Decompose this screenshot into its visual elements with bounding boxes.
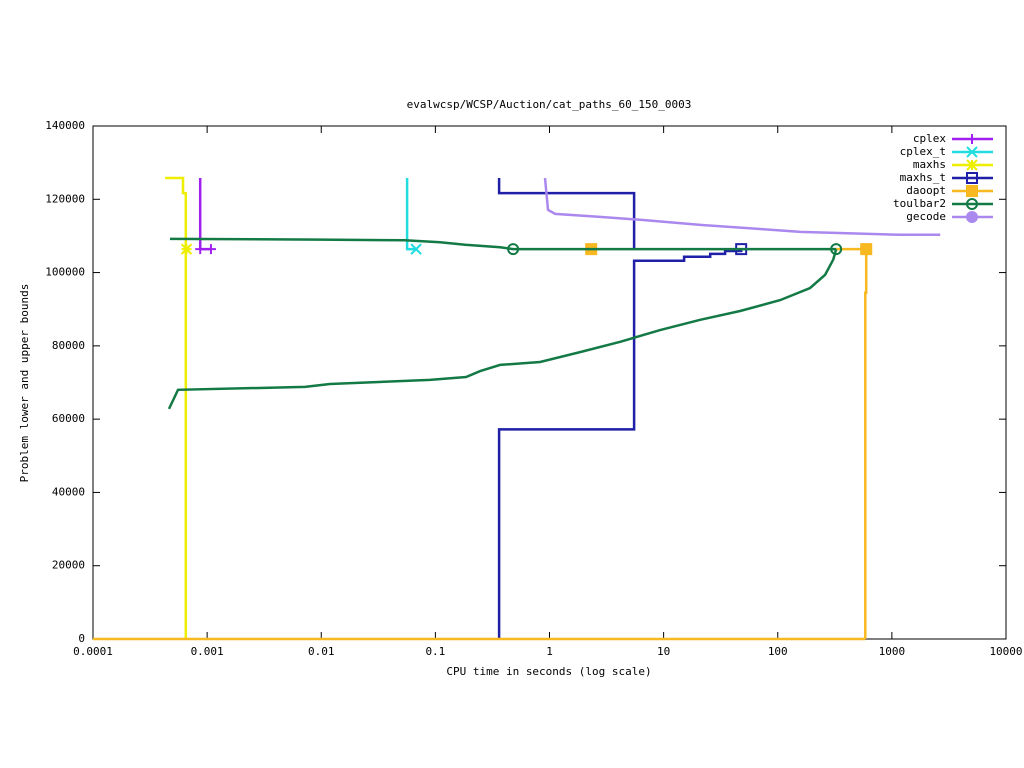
marker xyxy=(966,211,978,223)
marker xyxy=(967,134,977,144)
y-tick-label: 120000 xyxy=(45,192,85,205)
y-tick-label: 100000 xyxy=(45,266,85,279)
y-tick-label: 80000 xyxy=(52,339,85,352)
x-axis-label: CPU time in seconds (log scale) xyxy=(446,665,651,678)
y-tick-label: 140000 xyxy=(45,119,85,132)
x-tick-label: 0.01 xyxy=(308,645,335,658)
x-tick-label: 1000 xyxy=(879,645,906,658)
y-tick-label: 20000 xyxy=(52,559,85,572)
x-tick-label: 10 xyxy=(657,645,670,658)
series-line xyxy=(405,178,417,251)
chart-title: evalwcsp/WCSP/Auction/cat_paths_60_150_0… xyxy=(407,98,692,111)
legend-label: maxhs_t xyxy=(900,171,946,184)
marker xyxy=(966,185,978,197)
marker xyxy=(507,243,520,256)
series-line xyxy=(93,247,868,641)
marker xyxy=(966,146,978,158)
series-line xyxy=(165,176,188,639)
marker xyxy=(966,172,978,184)
legend-label: maxhs xyxy=(913,158,946,171)
x-tick-label: 0.001 xyxy=(191,645,224,658)
marker xyxy=(195,244,206,255)
x-tick-label: 0.0001 xyxy=(73,645,113,658)
x-tick-label: 100 xyxy=(768,645,788,658)
marker xyxy=(966,159,978,171)
y-tick-label: 0 xyxy=(78,632,85,645)
y-tick-label: 40000 xyxy=(52,485,85,498)
marker xyxy=(966,198,978,210)
marker xyxy=(860,243,873,256)
legend-label: cplex_t xyxy=(900,145,946,158)
legend-label: cplex xyxy=(913,132,946,145)
x-tick-label: 10000 xyxy=(989,645,1022,658)
y-tick-label: 60000 xyxy=(52,412,85,425)
marker xyxy=(830,243,843,256)
marker xyxy=(410,243,422,255)
y-axis-label: Problem lower and upper bounds xyxy=(18,284,31,483)
legend-label: daoopt xyxy=(906,184,946,197)
series-line xyxy=(167,237,838,410)
series-line xyxy=(497,178,743,639)
marker xyxy=(205,244,216,255)
legend-label: gecode xyxy=(906,210,946,223)
x-tick-label: 1 xyxy=(546,645,553,658)
legend-label: toulbar2 xyxy=(893,197,946,210)
x-tick-label: 0.1 xyxy=(425,645,445,658)
marker xyxy=(180,243,193,255)
series-line xyxy=(543,177,941,237)
